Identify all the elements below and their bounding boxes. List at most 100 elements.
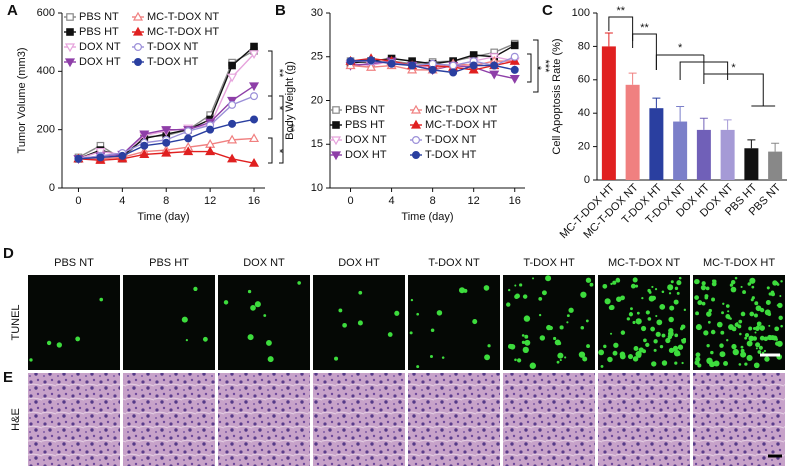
marker	[161, 147, 172, 157]
tunel-signal	[757, 350, 762, 354]
tunel-signal	[254, 301, 261, 308]
marker	[134, 42, 143, 51]
significance: **	[284, 124, 296, 133]
x-tick-label: 4	[119, 195, 125, 207]
tunel-signal	[694, 295, 699, 300]
marker	[64, 43, 76, 53]
marker	[410, 119, 422, 129]
tunel-signal	[655, 331, 661, 337]
tunel-signal	[759, 335, 765, 341]
tunel-signal	[706, 343, 710, 348]
tunel-signal	[674, 286, 679, 290]
tunel-signal	[56, 342, 62, 348]
tunel-signal	[734, 276, 738, 280]
tunel-signal	[751, 285, 755, 289]
row-label: TUNEL	[10, 304, 22, 340]
column-label: DOX NT	[243, 257, 285, 269]
tunel-signal	[620, 330, 626, 335]
he-image	[313, 373, 405, 466]
x-tick-label: 16	[509, 195, 521, 207]
tunel-signal	[193, 286, 198, 292]
tunel-signal	[514, 358, 517, 362]
tunel-signal	[557, 352, 564, 359]
tunel-signal	[566, 321, 569, 324]
tunel-signal	[616, 296, 622, 302]
tunel-signal	[739, 332, 742, 336]
tunel-signal	[730, 286, 737, 293]
tunel-signal	[756, 321, 762, 327]
tunel-signal	[627, 353, 634, 360]
bar	[720, 129, 735, 180]
tunel-signal	[29, 358, 33, 362]
tunel-signal	[334, 356, 339, 361]
tunel-signal	[709, 361, 715, 368]
legend-label: PBS NT	[79, 11, 119, 23]
tunel-signal	[607, 356, 613, 363]
y-tick-label: 20	[311, 94, 323, 106]
x-tick-label: 12	[204, 195, 216, 207]
tunel-signal	[674, 361, 678, 365]
x-axis-label: Time (day)	[401, 211, 453, 223]
tunel-signal	[694, 360, 700, 366]
marker	[184, 127, 193, 136]
column-label: PBS HT	[149, 257, 189, 269]
y-tick-label: 80	[578, 40, 590, 52]
tunel-signal	[744, 336, 748, 340]
column-label: PBS NT	[54, 257, 94, 269]
marker	[228, 119, 237, 128]
column-label: MC-T-DOX NT	[608, 257, 680, 269]
tunel-signal	[674, 333, 679, 338]
tunel-signal	[409, 331, 413, 335]
tunel-signal	[612, 350, 618, 356]
tunel-signal	[223, 300, 229, 305]
tunel-signal	[387, 332, 393, 337]
tunel-signal	[602, 283, 608, 289]
tunel-signal	[768, 324, 771, 327]
tunel-signal	[778, 315, 783, 321]
tunel-signal	[598, 349, 605, 356]
tunel-signal	[648, 290, 652, 294]
tunel-signal	[524, 339, 531, 346]
tunel-signal	[774, 326, 780, 332]
tunel-signal	[610, 282, 613, 286]
tunel-signal	[654, 288, 658, 291]
tunel-signal	[744, 332, 750, 338]
bar	[768, 151, 783, 180]
tunel-signal	[629, 312, 633, 315]
tunel-signal	[668, 347, 675, 354]
tunel-signal	[673, 348, 677, 352]
tunel-signal	[181, 316, 188, 323]
tunel-signal	[677, 352, 681, 356]
legend-label: MC-T-DOX NT	[147, 11, 219, 23]
tunel-signal	[538, 313, 542, 317]
marker	[412, 136, 421, 145]
tunel-signal	[747, 282, 752, 286]
bracket	[703, 62, 776, 107]
tunel-signal	[679, 326, 684, 331]
marker	[250, 92, 259, 101]
significance: ***	[539, 60, 551, 74]
marker	[449, 68, 458, 77]
marker	[205, 146, 216, 156]
tunel-signal	[636, 311, 640, 315]
tunel-signal	[632, 277, 638, 283]
tunel-image	[218, 275, 310, 370]
tunel-signal	[580, 325, 585, 330]
x-tick-label: 8	[163, 195, 169, 207]
tunel-signal	[730, 279, 736, 285]
tunel-signal	[747, 340, 751, 344]
tunel-signal	[613, 342, 619, 348]
tunel-signal	[472, 319, 478, 325]
x-tick-label: 0	[75, 195, 81, 207]
tunel-signal	[707, 320, 711, 324]
bar	[601, 46, 616, 181]
tunel-signal	[604, 298, 611, 305]
marker	[469, 61, 478, 70]
tunel-signal	[731, 326, 737, 332]
tunel-signal	[487, 344, 491, 348]
marker	[250, 115, 259, 124]
y-tick-label: 60	[578, 74, 590, 86]
tunel-signal	[514, 294, 519, 300]
tunel-signal	[677, 344, 684, 350]
tunel-signal	[532, 277, 535, 280]
